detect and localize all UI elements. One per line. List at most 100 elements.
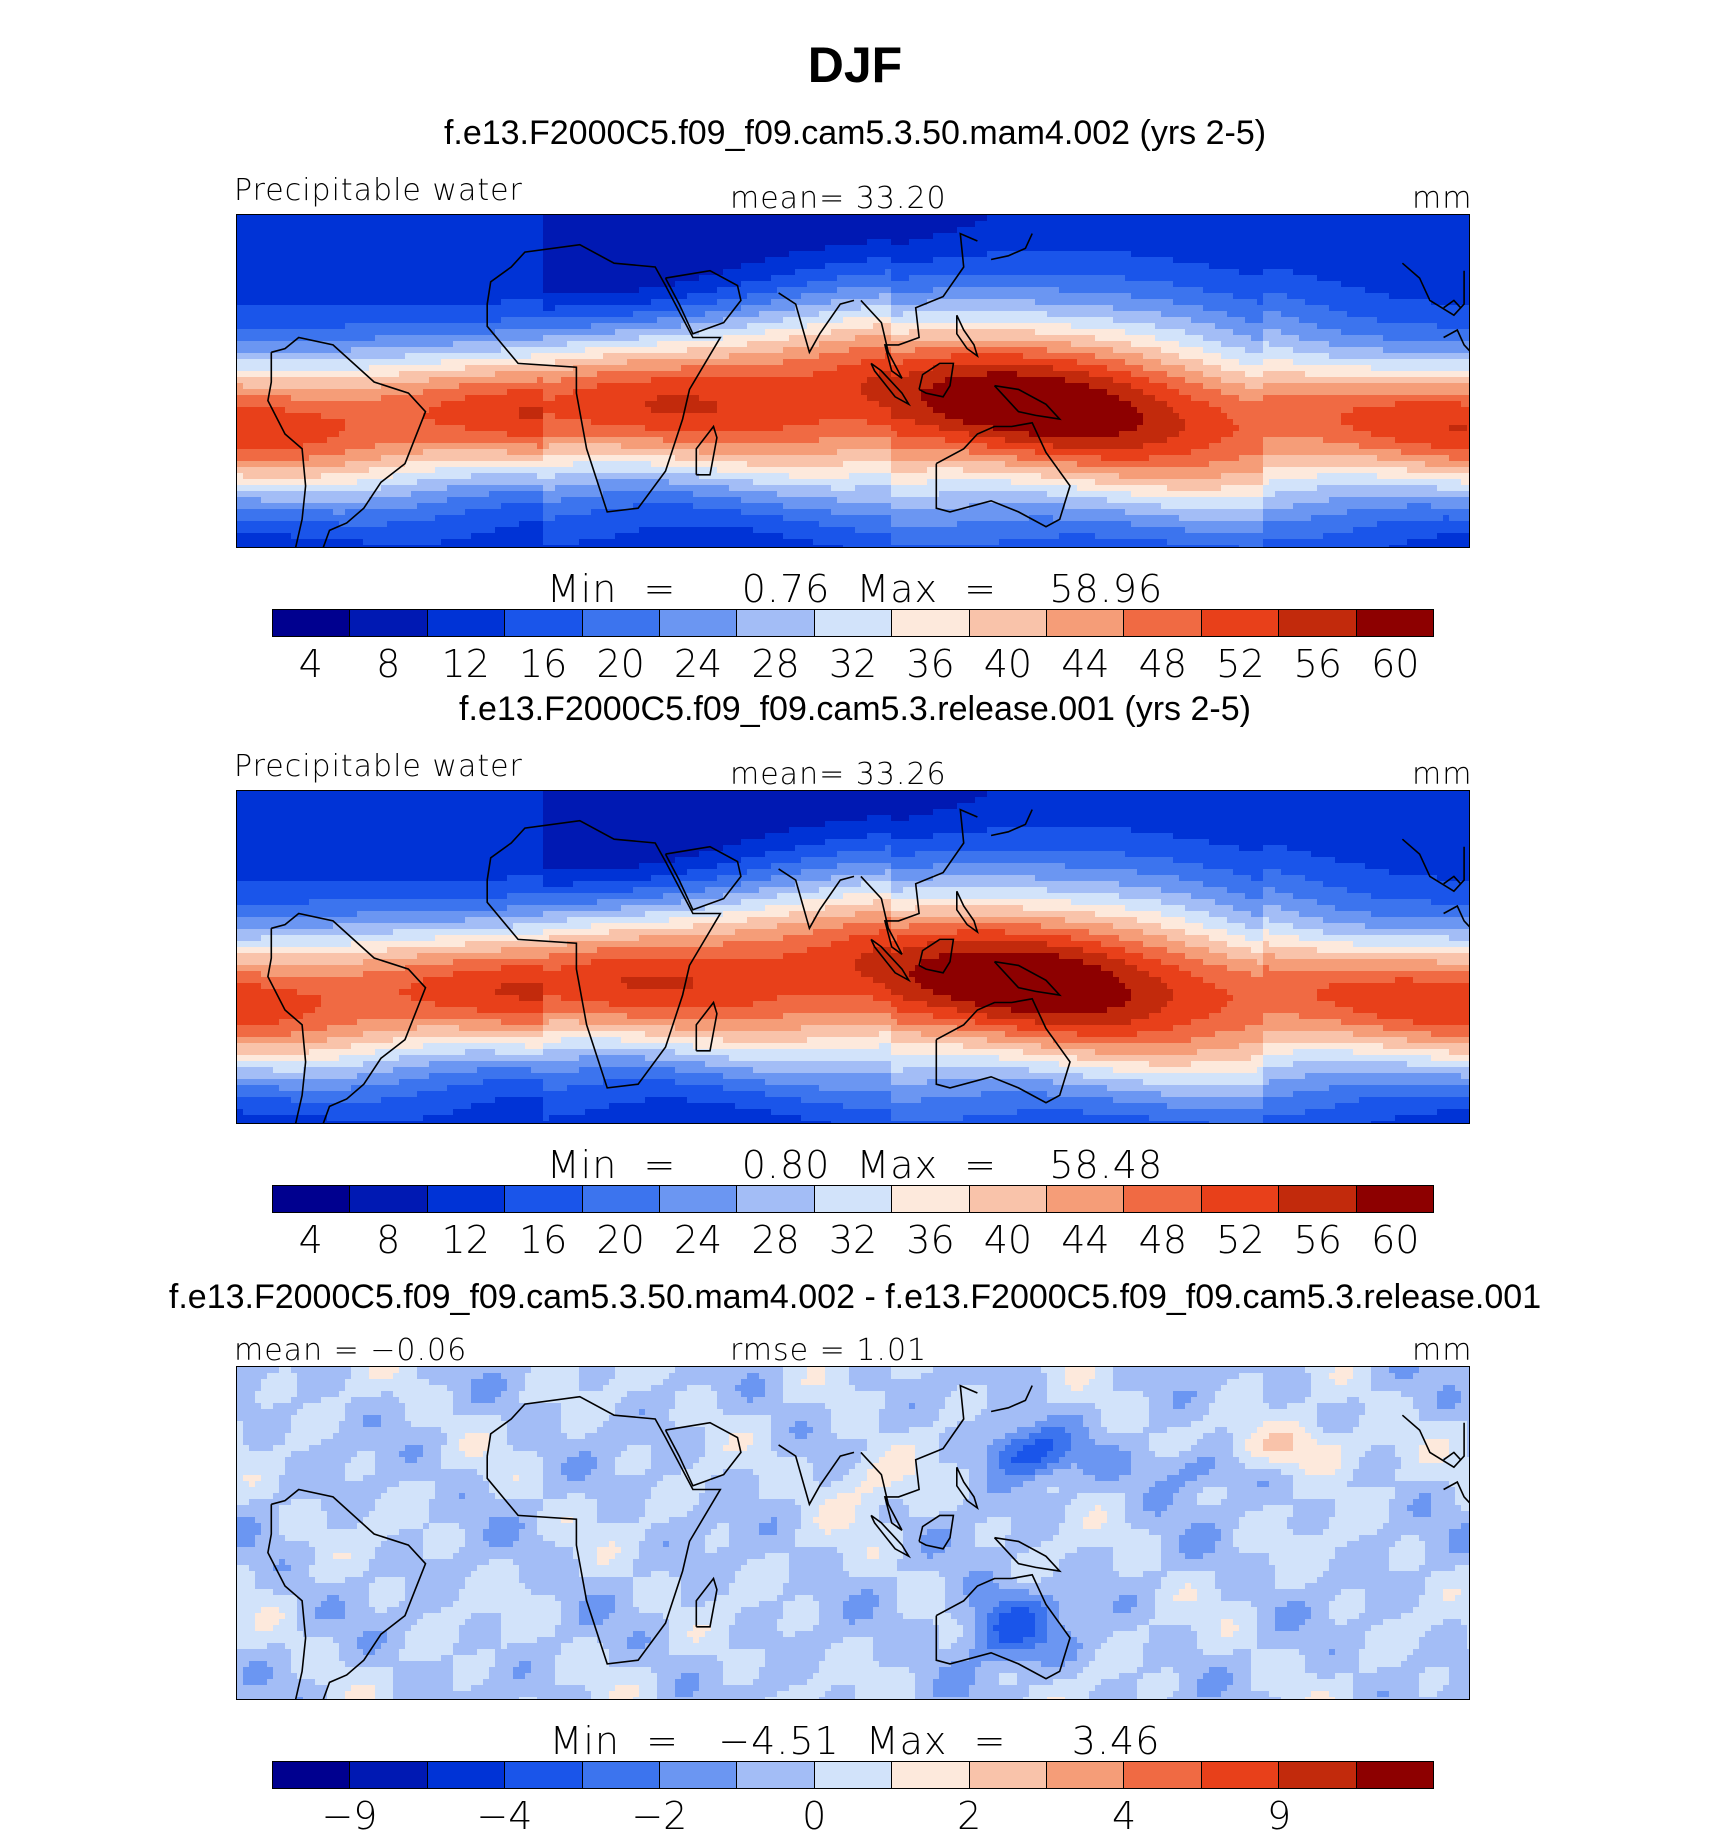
colorbar-swatch [1124,1762,1202,1788]
colorbar-tick-label: 12 [441,645,489,683]
colorbar-tick-label: 8 [376,1221,400,1259]
colorbar-swatch [660,1186,738,1212]
panel-1-minmax: Min = 0.76 Max = 58.96 [0,570,1710,608]
coastline [695,424,718,476]
coastline [1443,299,1462,309]
coastline [870,1514,912,1559]
colorbar-tick-label: 60 [1371,645,1419,683]
coastline [870,938,912,983]
coastline [778,868,855,931]
colorbar-tick-label: 24 [674,645,722,683]
colorbar-swatch [1279,1186,1357,1212]
coastline [860,232,978,379]
colorbar-swatch [350,610,428,636]
coastline [990,233,1033,261]
colorbar-tick-label: 24 [674,1221,722,1259]
colorbar-swatch [660,1762,738,1788]
coastline [860,1384,978,1531]
coastline [993,384,1062,421]
coastline [870,362,912,407]
coastline [267,352,307,547]
coastline-outline [267,808,1469,1123]
colorbar-tick-label: −4 [476,1797,532,1835]
coastline-outline [267,232,1469,547]
colorbar-tick-label: 48 [1139,1221,1187,1259]
colorbar-swatch [1201,1762,1280,1788]
coastline [1401,1414,1465,1469]
coastline [1443,1451,1462,1461]
colorbar-swatch [1279,610,1357,636]
panel-3-colorbar [272,1761,1434,1789]
coastline [664,1421,742,1487]
field-cells [237,791,1469,1123]
colorbar-swatch [814,610,893,636]
panel-1-mean-label: mean= 33.20 [730,184,947,214]
colorbar-swatch [350,1186,428,1212]
colorbar-swatch [814,1186,893,1212]
panel-3-field-plot [237,1367,1469,1699]
coastline [778,1444,855,1507]
coastline [1443,328,1469,352]
colorbar-swatch [1356,1186,1434,1212]
figure-title: DJF [0,36,1710,94]
coastline [1401,838,1465,893]
colorbar-swatch [505,1762,583,1788]
colorbar-swatch [273,610,351,636]
coastline [918,362,955,398]
colorbar-tick-label: 20 [596,1221,644,1259]
coastline [1401,262,1465,317]
coastline [1443,904,1469,928]
panel-1-variable-label: Precipitable water [234,176,523,206]
colorbar-swatch [1047,610,1125,636]
colorbar-swatch [582,1762,661,1788]
panel-2-variable-label: Precipitable water [234,752,523,782]
panel-1-units-label: mm [1412,184,1472,214]
colorbar-swatch [969,610,1048,636]
colorbar-tick-label: 20 [596,645,644,683]
panel-2-colorbar-ticks: 4 8 12 16 20 24 28 32 36 40 44 48 52 56 60 [272,1221,1434,1265]
colorbar-tick-label: 48 [1139,645,1187,683]
colorbar-swatch [505,610,583,636]
colorbar-swatch [1356,610,1434,636]
colorbar-swatch [350,1762,428,1788]
coastline [990,809,1033,837]
panel-2-minmax: Min = 0.80 Max = 58.48 [0,1146,1710,1184]
field-cells [237,215,1469,547]
colorbar-tick-label: −2 [631,1797,687,1835]
panel-1-field-plot [237,215,1469,547]
coastline [860,808,978,955]
colorbar-tick-label: 52 [1216,645,1264,683]
coastline [955,890,979,935]
colorbar-tick-label: 44 [1061,1221,1109,1259]
colorbar-swatch [737,1762,815,1788]
colorbar-swatch [1201,610,1280,636]
colorbar-tick-label: 0 [802,1797,826,1835]
coastline [1443,1480,1469,1504]
colorbar-swatch [892,1186,970,1212]
colorbar-tick-label: 32 [829,1221,877,1259]
coastline [918,1514,955,1550]
colorbar-swatch [1279,1762,1357,1788]
colorbar-tick-label: 32 [829,645,877,683]
colorbar-swatch [1201,1186,1280,1212]
colorbar-swatch [892,1762,970,1788]
colorbar-tick-label: 28 [751,645,799,683]
coastline [993,1536,1062,1573]
colorbar-swatch [273,1186,351,1212]
coastline [990,1385,1033,1413]
colorbar-tick-label: 44 [1061,645,1109,683]
panel-3-rmse-label: rmse = 1.01 [730,1336,927,1366]
colorbar-swatch [1124,1186,1202,1212]
colorbar-tick-label: 56 [1294,645,1342,683]
colorbar-swatch [1047,1762,1125,1788]
colorbar-swatch [1124,610,1202,636]
coastline [271,912,427,1123]
colorbar-swatch [427,1186,506,1212]
colorbar-tick-label: 12 [441,1221,489,1259]
coastline [267,928,307,1123]
colorbar-swatch [427,610,506,636]
coastline [271,1488,427,1699]
colorbar-tick-label: 40 [984,1221,1032,1259]
panel-3-colorbar-ticks: −9 −4 −2 0 2 4 9 [272,1797,1434,1841]
colorbar-tick-label: −9 [321,1797,377,1835]
